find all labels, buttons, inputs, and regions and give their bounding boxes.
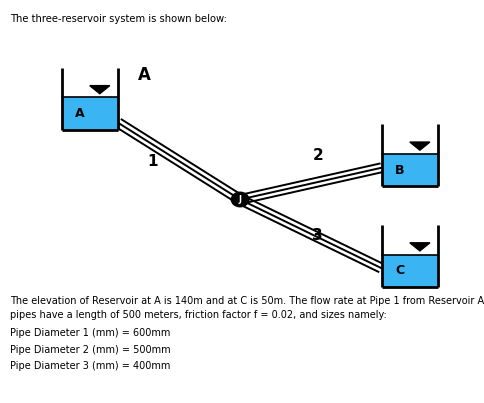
Text: Pipe Diameter 2 (mm) = 500mm: Pipe Diameter 2 (mm) = 500mm [10,345,170,355]
Text: The three-reservoir system is shown below:: The three-reservoir system is shown belo… [10,14,226,24]
Text: Pipe Diameter 1 (mm) = 600mm: Pipe Diameter 1 (mm) = 600mm [10,328,170,339]
Text: Pipe Diameter 3 (mm) = 400mm: Pipe Diameter 3 (mm) = 400mm [10,361,170,371]
Text: A: A [75,107,84,120]
Bar [61,98,117,130]
Text: J: J [238,195,241,204]
Text: 1: 1 [147,154,158,169]
Bar [381,154,437,186]
Polygon shape [409,142,429,150]
Polygon shape [90,85,109,94]
Polygon shape [409,243,429,251]
Text: B: B [394,164,404,177]
Text: A: A [138,66,151,83]
Text: The elevation of Reservoir at A is 140m and at C is 50m. The flow rate at Pipe 1: The elevation of Reservoir at A is 140m … [10,296,484,306]
Bar [381,255,437,287]
Circle shape [231,192,248,207]
Text: 3: 3 [312,228,322,243]
Text: 2: 2 [312,147,322,163]
Text: C: C [394,264,404,277]
Text: pipes have a length of 500 meters, friction factor f = 0.02, and sizes namely:: pipes have a length of 500 meters, frict… [10,310,386,320]
